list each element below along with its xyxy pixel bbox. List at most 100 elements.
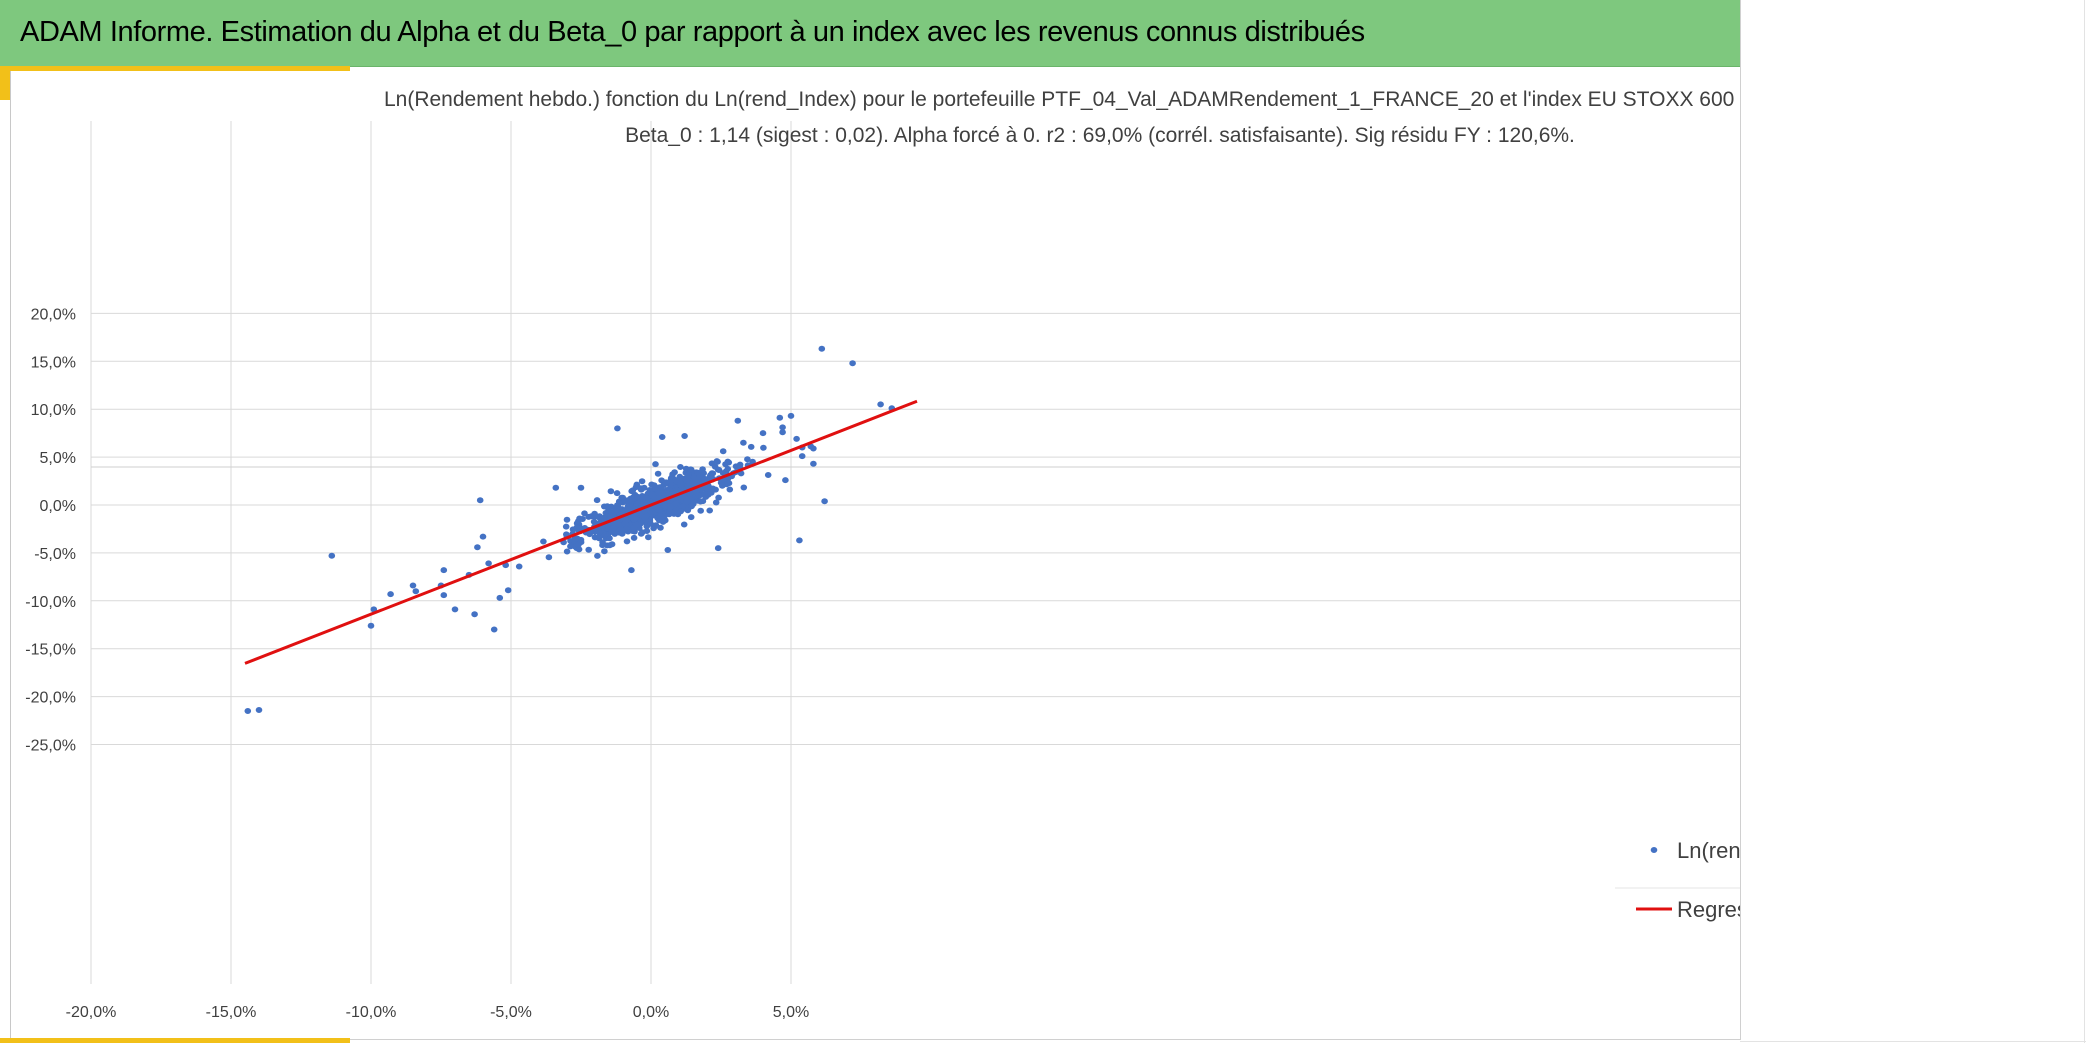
x-tick-label: 5,0%: [773, 1004, 809, 1021]
data-point: [779, 424, 786, 431]
data-point: [713, 458, 721, 465]
data-point: [608, 528, 615, 535]
data-point: [596, 529, 603, 536]
data-point: [726, 486, 734, 493]
data-point: [652, 461, 659, 468]
x-tick-label: 0,0%: [633, 1004, 669, 1021]
y-tick-label: -10,0%: [25, 594, 76, 611]
data-point: [244, 708, 252, 714]
data-point: [687, 466, 694, 473]
data-point: [787, 412, 795, 419]
accent-bar-bottom: [0, 1038, 350, 1043]
data-point: [479, 533, 487, 540]
data-point: [701, 491, 708, 498]
y-tick-label: 15,0%: [31, 354, 76, 371]
data-point: [628, 567, 635, 574]
chart-frame-right: [1740, 0, 1741, 1040]
data-point: [699, 498, 707, 505]
data-point: [605, 506, 612, 513]
data-point: [662, 479, 670, 486]
x-tick-label: -20,0%: [66, 1004, 117, 1021]
data-point: [680, 503, 687, 510]
header-bar: ADAM Informe. Estimation du Alpha et du …: [0, 0, 1740, 67]
data-point: [569, 526, 577, 533]
data-point: [623, 538, 631, 545]
data-point: [471, 611, 478, 618]
data-point: [796, 537, 803, 544]
data-point: [877, 401, 884, 408]
data-point: [793, 435, 800, 442]
data-point: [623, 526, 630, 533]
legend-label-points: Ln(rend: [1677, 838, 1740, 863]
data-point: [740, 484, 748, 491]
data-point: [683, 498, 691, 505]
data-point: [603, 542, 611, 549]
data-point: [672, 477, 679, 484]
page-title: ADAM Informe. Estimation du Alpha et du …: [20, 16, 1365, 48]
data-point: [715, 494, 722, 501]
x-tick-label: -15,0%: [206, 1004, 257, 1021]
data-point: [613, 490, 621, 497]
data-point: [614, 425, 621, 432]
data-point: [600, 515, 608, 522]
data-point: [725, 480, 733, 487]
data-point: [640, 484, 648, 491]
data-point: [707, 472, 714, 479]
data-point: [740, 439, 747, 446]
data-point: [747, 443, 755, 450]
data-point: [714, 545, 722, 552]
data-point: [451, 606, 459, 613]
y-tick-label: -5,0%: [34, 546, 76, 563]
data-point: [440, 592, 448, 599]
data-point: [628, 488, 635, 495]
data-point: [671, 500, 679, 507]
data-point: [575, 541, 582, 548]
data-point: [764, 472, 772, 478]
data-point: [798, 453, 806, 460]
data-point: [637, 498, 644, 505]
data-point: [585, 546, 592, 553]
data-point: [658, 513, 665, 520]
data-point: [638, 478, 646, 485]
data-point: [673, 487, 681, 494]
data-point: [618, 508, 626, 515]
data-point: [759, 430, 767, 437]
chart-frame-left: [10, 71, 11, 1038]
page-edge-right: [2084, 0, 2085, 1043]
data-point: [474, 544, 481, 551]
data-point: [695, 492, 703, 499]
data-point: [760, 444, 767, 451]
y-tick-label: 5,0%: [40, 450, 76, 467]
data-point: [667, 503, 674, 510]
x-tick-label: -5,0%: [490, 1004, 532, 1021]
data-point: [694, 469, 702, 476]
data-point: [722, 468, 730, 475]
data-point: [664, 547, 672, 553]
data-point: [440, 567, 448, 574]
data-point: [699, 466, 706, 473]
chart-title-area: Ln(Rendement hebdo.) fonction du Ln(rend…: [0, 0, 1740, 160]
data-point: [706, 507, 713, 514]
data-point: [575, 518, 582, 525]
data-point: [607, 488, 615, 495]
data-point: [255, 707, 263, 713]
data-point: [719, 482, 726, 489]
data-point: [647, 520, 654, 527]
data-point: [703, 476, 710, 483]
data-point: [504, 587, 512, 594]
data-point: [662, 503, 669, 510]
y-tick-label: 10,0%: [31, 402, 76, 419]
page-edge-bottom: [1740, 1041, 2086, 1042]
data-point: [712, 499, 720, 506]
data-point: [654, 470, 662, 477]
data-point: [600, 532, 608, 539]
data-point: [328, 552, 336, 559]
y-tick-label: 20,0%: [31, 306, 76, 323]
data-point: [849, 360, 856, 367]
data-point: [686, 480, 693, 487]
data-point: [630, 534, 638, 541]
data-point: [680, 521, 688, 528]
data-point: [684, 507, 692, 514]
data-point: [651, 482, 658, 489]
data-point: [617, 526, 625, 533]
